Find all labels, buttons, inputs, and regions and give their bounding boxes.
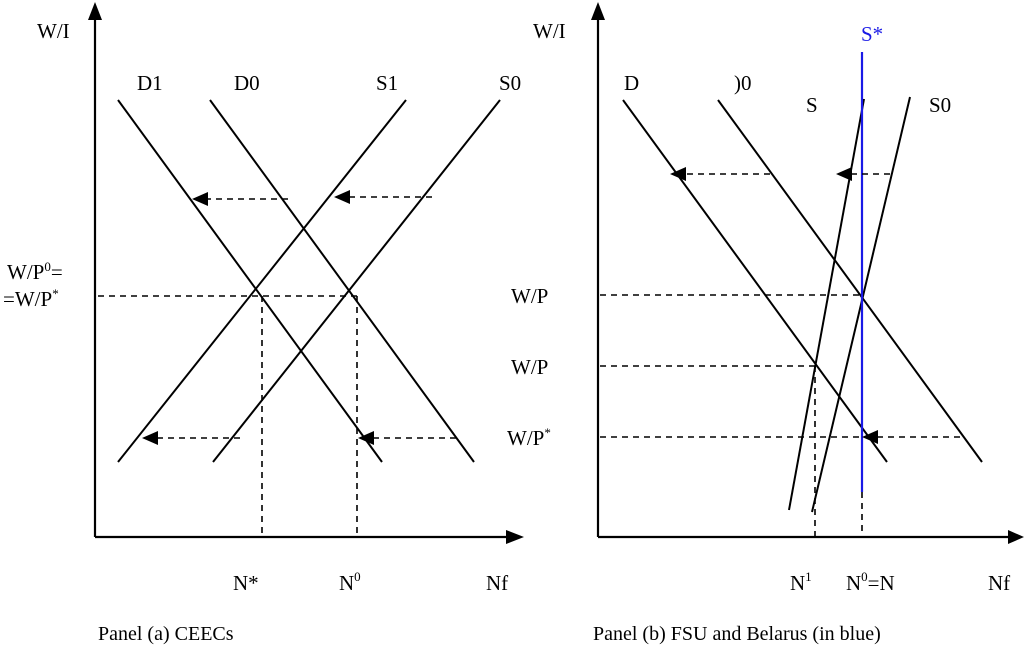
panel-b-x-axis-label: Nf xyxy=(988,571,1010,595)
panel-a-y-axis-label: W/I xyxy=(37,19,70,43)
panel-b-d1-label: D xyxy=(624,71,639,95)
panel-a-x-axis-arrow-icon xyxy=(506,530,524,544)
panel-a-s1-curve xyxy=(117,99,407,463)
panel-b-d1-curve xyxy=(622,99,888,463)
panel-a-n-star-label: N* xyxy=(233,571,259,595)
panel-a-s0-curve xyxy=(212,99,501,463)
panel-b-wage-label-bottom: W/P* xyxy=(507,425,551,450)
panel-a-n0-label: N0 xyxy=(339,569,361,595)
panel-b-s0-label: S0 xyxy=(929,93,951,117)
panel-a-d1-curve xyxy=(117,99,383,463)
panel-b-wage-label-mid: W/P xyxy=(511,355,548,379)
panel-a-d0-curve xyxy=(209,99,475,463)
panel-a-wage-label-line2: =W/P* xyxy=(3,286,59,311)
panel-a-x-axis-label: Nf xyxy=(486,571,508,595)
panel-b-s-star-label: S* xyxy=(861,22,883,46)
panel-b-wage-label-top: W/P xyxy=(511,284,548,308)
panel-b-n0-label: N0=N xyxy=(846,569,895,595)
panel-a-s1-label: S1 xyxy=(376,71,398,95)
panel-a-d0-label: D0 xyxy=(234,71,260,95)
panel-a: W/I D1 D0 S1 S0 W/P0= =W/P* N* N0 Nf Pan… xyxy=(3,2,524,645)
panel-b-s1-label: S xyxy=(806,93,818,117)
panel-b-caption: Panel (b) FSU and Belarus (in blue) xyxy=(593,623,881,645)
panel-b-n1-label: N1 xyxy=(790,569,812,595)
panel-a-wage-label-line1: W/P0= xyxy=(7,259,63,284)
panel-b-y-axis-arrow-icon xyxy=(591,2,605,20)
panel-b-d0-curve xyxy=(717,99,983,463)
panel-a-y-axis-arrow-icon xyxy=(88,2,102,20)
panel-b-x-axis-arrow-icon xyxy=(1008,530,1024,544)
panel-a-caption: Panel (a) CEECs xyxy=(98,623,234,645)
panel-a-s0-label: S0 xyxy=(499,71,521,95)
panel-b-d0-label: )0 xyxy=(734,71,752,95)
panel-a-d1-label: D1 xyxy=(137,71,163,95)
panel-b: W/I S* D )0 S S0 W/P W/P W/P* N1 N0=N Nf… xyxy=(507,2,1024,645)
panel-b-y-axis-label: W/I xyxy=(533,19,566,43)
